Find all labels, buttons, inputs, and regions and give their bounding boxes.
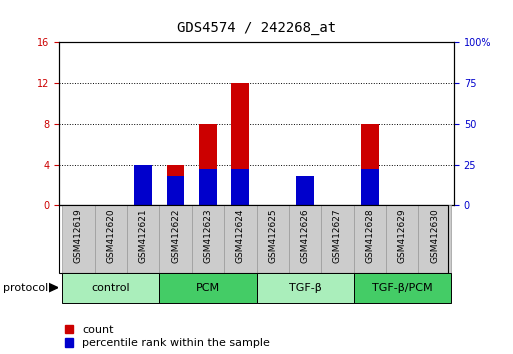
Bar <box>94 205 127 273</box>
Bar <box>127 205 160 273</box>
Polygon shape <box>49 283 58 292</box>
Bar <box>296 190 314 205</box>
Bar <box>386 205 419 273</box>
Bar <box>62 205 94 273</box>
Text: GSM412628: GSM412628 <box>365 209 374 263</box>
Bar <box>160 205 192 273</box>
Text: GSM412624: GSM412624 <box>236 209 245 263</box>
Bar <box>224 205 256 273</box>
Text: GSM412625: GSM412625 <box>268 209 277 263</box>
Text: TGF-β/PCM: TGF-β/PCM <box>372 282 432 293</box>
Text: GSM412619: GSM412619 <box>74 209 83 263</box>
Bar <box>296 176 314 205</box>
Bar <box>199 124 217 205</box>
Bar <box>167 165 185 205</box>
Bar <box>289 205 321 273</box>
Text: GSM412620: GSM412620 <box>106 209 115 263</box>
Bar <box>199 170 217 205</box>
Bar <box>353 205 386 273</box>
Text: GDS4574 / 242268_at: GDS4574 / 242268_at <box>177 21 336 35</box>
Bar <box>231 83 249 205</box>
Text: GSM412629: GSM412629 <box>398 209 407 263</box>
Bar <box>167 176 185 205</box>
Bar <box>134 200 152 205</box>
Bar <box>321 205 353 273</box>
Text: PCM: PCM <box>196 282 220 293</box>
Text: control: control <box>91 282 130 293</box>
Bar <box>361 170 379 205</box>
Bar <box>231 170 249 205</box>
Legend: count, percentile rank within the sample: count, percentile rank within the sample <box>65 325 270 348</box>
Bar <box>256 205 289 273</box>
Bar <box>134 165 152 205</box>
Bar <box>62 273 160 303</box>
Bar <box>256 273 353 303</box>
Text: GSM412627: GSM412627 <box>333 209 342 263</box>
Text: TGF-β: TGF-β <box>289 282 322 293</box>
Bar <box>353 273 451 303</box>
Bar <box>160 273 256 303</box>
Bar <box>419 205 451 273</box>
Text: GSM412622: GSM412622 <box>171 209 180 263</box>
Text: protocol: protocol <box>3 282 48 293</box>
Text: GSM412621: GSM412621 <box>139 209 148 263</box>
Text: GSM412623: GSM412623 <box>204 209 212 263</box>
Text: GSM412630: GSM412630 <box>430 209 439 263</box>
Bar <box>192 205 224 273</box>
Bar <box>361 124 379 205</box>
Text: GSM412626: GSM412626 <box>301 209 309 263</box>
